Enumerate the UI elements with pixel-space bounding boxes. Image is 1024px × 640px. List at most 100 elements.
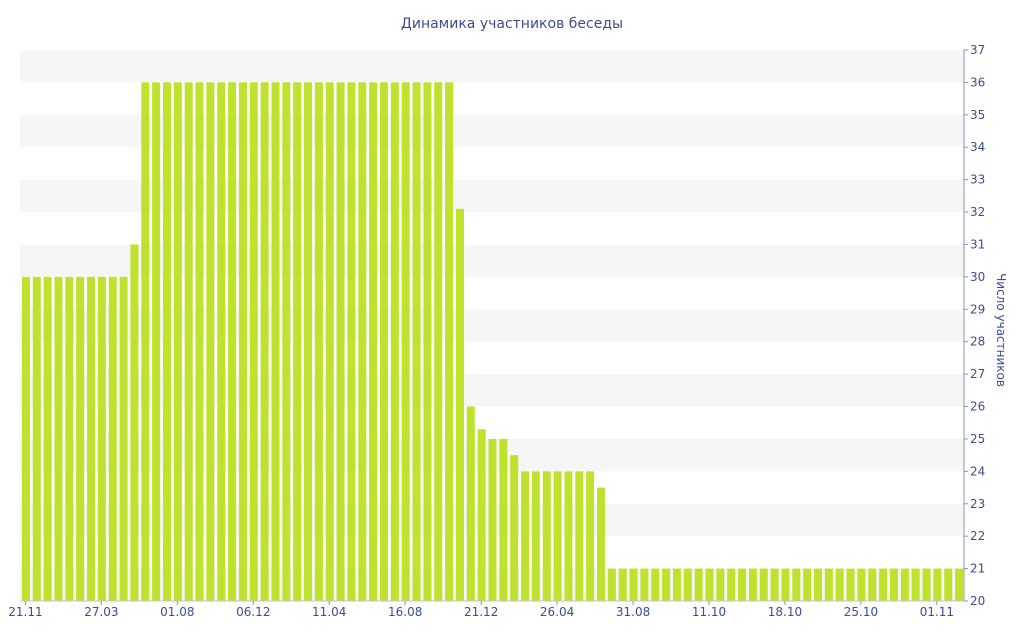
- bar[interactable]: [369, 82, 378, 601]
- bar[interactable]: [184, 82, 193, 601]
- bar[interactable]: [944, 568, 953, 601]
- bar[interactable]: [857, 568, 866, 601]
- bar[interactable]: [32, 276, 41, 601]
- bar[interactable]: [130, 244, 139, 601]
- x-tick-label: 11.10: [692, 605, 726, 619]
- bar[interactable]: [596, 487, 606, 601]
- bar[interactable]: [575, 471, 584, 601]
- bar[interactable]: [238, 82, 247, 601]
- bar[interactable]: [282, 82, 291, 601]
- bar[interactable]: [618, 568, 627, 601]
- bar[interactable]: [87, 276, 96, 601]
- bar[interactable]: [477, 429, 486, 601]
- bar[interactable]: [271, 82, 280, 601]
- x-tick-label: 27.03: [84, 605, 118, 619]
- bar[interactable]: [173, 82, 182, 601]
- bar[interactable]: [510, 455, 519, 601]
- bar[interactable]: [683, 568, 692, 601]
- bar[interactable]: [748, 568, 757, 601]
- bar[interactable]: [781, 568, 790, 601]
- grid-band: [20, 50, 964, 83]
- bar[interactable]: [195, 82, 204, 601]
- bar[interactable]: [260, 82, 269, 601]
- y-tick-label: 35: [970, 108, 985, 122]
- bar[interactable]: [868, 568, 877, 601]
- y-tick-label: 22: [970, 529, 985, 543]
- bar[interactable]: [455, 208, 464, 601]
- x-tick-label: 06.12: [236, 605, 270, 619]
- bar[interactable]: [694, 568, 703, 601]
- bar[interactable]: [879, 568, 888, 601]
- bar[interactable]: [889, 568, 898, 601]
- bar[interactable]: [824, 568, 833, 601]
- bar[interactable]: [911, 568, 920, 601]
- bar[interactable]: [933, 568, 942, 601]
- bar[interactable]: [97, 276, 106, 601]
- bar[interactable]: [651, 568, 660, 601]
- bar[interactable]: [162, 82, 171, 601]
- bar[interactable]: [76, 276, 85, 601]
- bar[interactable]: [466, 406, 475, 601]
- bar[interactable]: [249, 82, 258, 601]
- bar[interactable]: [499, 438, 508, 601]
- bar[interactable]: [738, 568, 747, 601]
- bar[interactable]: [325, 82, 334, 601]
- bar[interactable]: [54, 276, 63, 601]
- bar[interactable]: [293, 82, 302, 601]
- bar[interactable]: [119, 276, 128, 601]
- bar[interactable]: [304, 82, 313, 601]
- bar[interactable]: [705, 568, 714, 601]
- bar[interactable]: [531, 471, 540, 601]
- bar[interactable]: [586, 471, 595, 601]
- bar[interactable]: [379, 82, 389, 601]
- bar[interactable]: [434, 82, 443, 601]
- grid-band: [20, 179, 964, 213]
- x-axis: 21.11 27.03 01.08 06.12 11.04 16.08 21.12 26.04…: [8, 600, 964, 619]
- bar[interactable]: [542, 471, 551, 601]
- bar[interactable]: [423, 82, 432, 601]
- bar[interactable]: [412, 82, 421, 601]
- bar[interactable]: [900, 568, 909, 601]
- bar[interactable]: [792, 568, 801, 601]
- bar[interactable]: [955, 568, 964, 601]
- bar[interactable]: [607, 568, 616, 601]
- bar[interactable]: [521, 471, 530, 601]
- bar[interactable]: [43, 276, 52, 601]
- bar[interactable]: [401, 82, 410, 601]
- bar[interactable]: [672, 568, 681, 601]
- bar[interactable]: [770, 568, 779, 601]
- bar[interactable]: [65, 276, 74, 601]
- bar[interactable]: [314, 82, 323, 601]
- bar[interactable]: [336, 82, 345, 601]
- bar[interactable]: [347, 82, 356, 601]
- bar[interactable]: [358, 82, 367, 601]
- bar[interactable]: [152, 82, 161, 601]
- bar[interactable]: [727, 568, 736, 601]
- bar[interactable]: [803, 568, 812, 601]
- grid-band: [20, 309, 964, 342]
- x-tick-label: 01.11: [920, 605, 954, 619]
- bar[interactable]: [390, 82, 399, 601]
- bar[interactable]: [846, 568, 855, 601]
- bar[interactable]: [640, 568, 649, 601]
- bar[interactable]: [445, 82, 454, 601]
- x-tick-label: 21.11: [8, 605, 42, 619]
- bar[interactable]: [141, 82, 150, 601]
- bar[interactable]: [553, 471, 562, 601]
- bar[interactable]: [922, 568, 931, 601]
- bar[interactable]: [629, 568, 638, 601]
- bar[interactable]: [228, 82, 237, 601]
- bar[interactable]: [21, 276, 30, 601]
- bar[interactable]: [564, 471, 573, 601]
- bar[interactable]: [835, 568, 844, 601]
- bar[interactable]: [759, 568, 768, 601]
- bar[interactable]: [814, 568, 823, 601]
- bar[interactable]: [716, 568, 725, 601]
- bar[interactable]: [662, 568, 671, 601]
- bar[interactable]: [206, 82, 215, 601]
- bar[interactable]: [217, 82, 226, 601]
- bar[interactable]: [108, 276, 117, 601]
- bar[interactable]: [488, 438, 497, 601]
